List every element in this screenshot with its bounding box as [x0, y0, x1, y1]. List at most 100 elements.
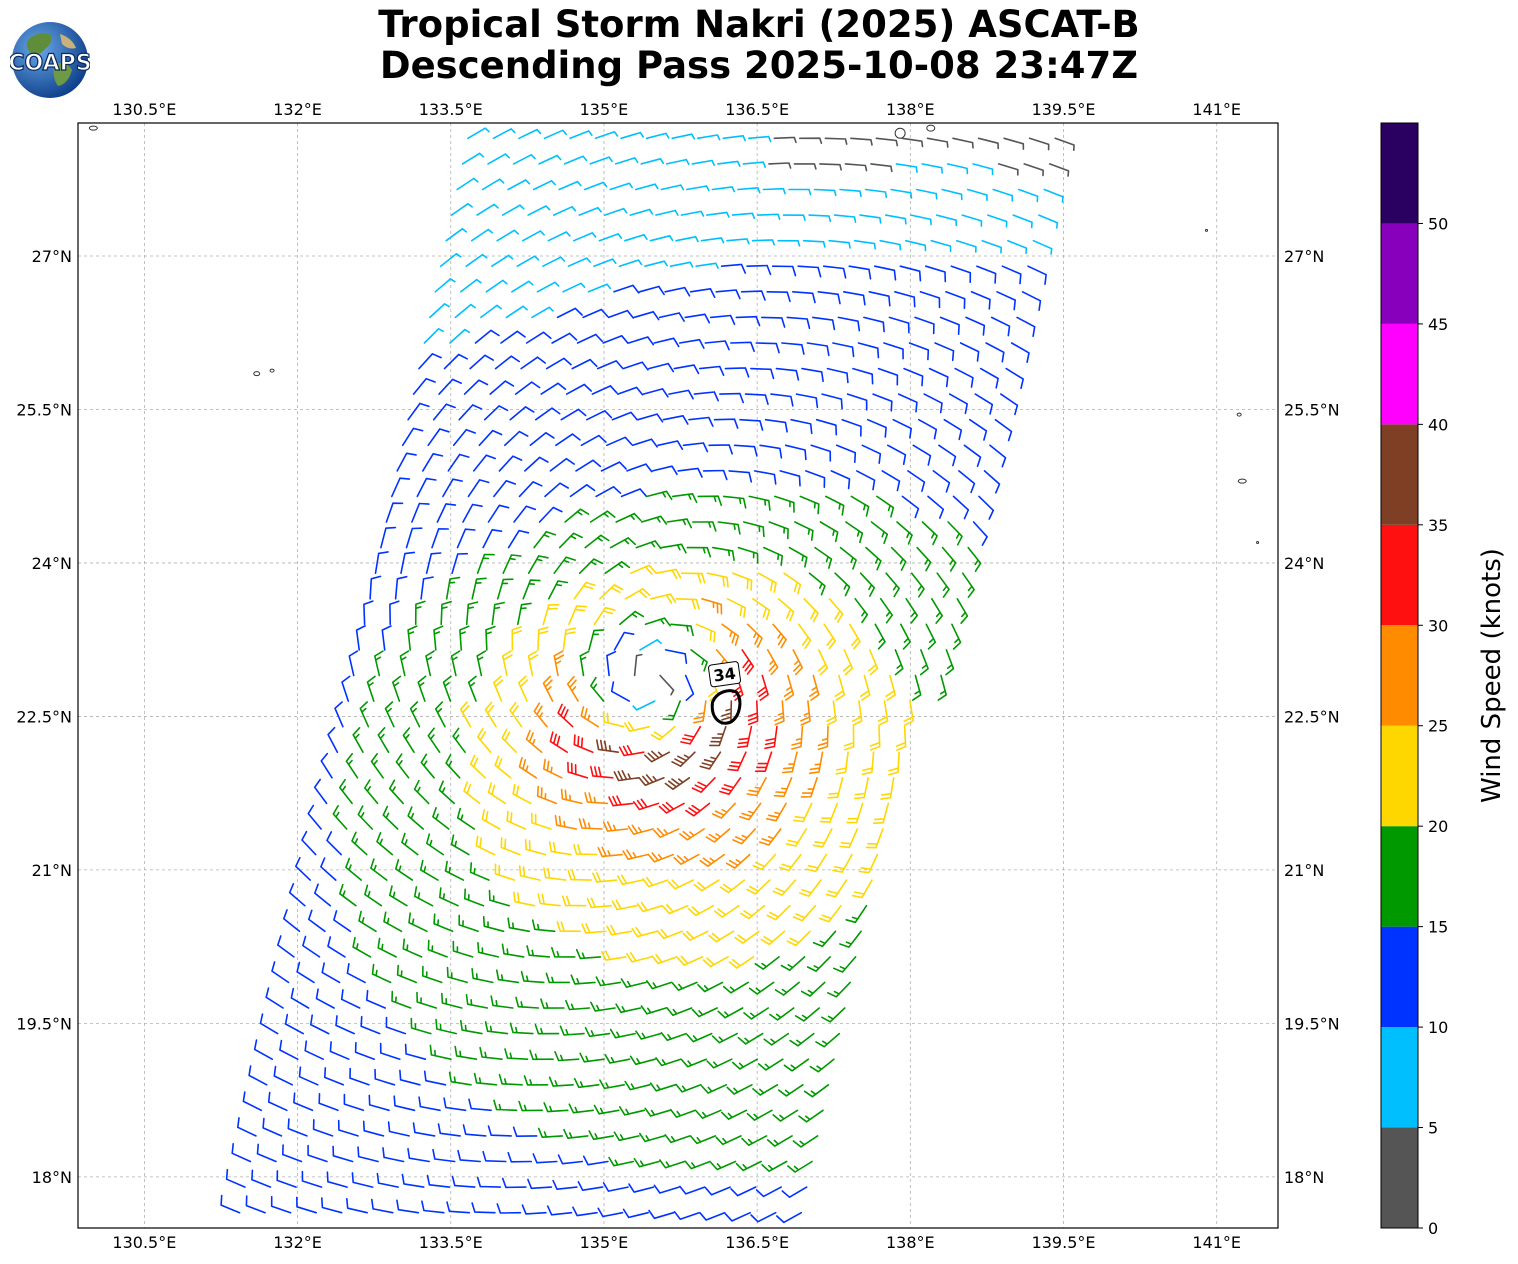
wind-barb [826, 367, 849, 384]
wind-barb [487, 1125, 512, 1137]
wind-barb [276, 1170, 297, 1188]
wind-barb [852, 367, 874, 385]
wind-barb [869, 725, 881, 751]
wind-barb [1003, 137, 1025, 150]
wind-barb [267, 1091, 288, 1112]
colorbar-frame [1380, 122, 1419, 1229]
colorbar-bin [1381, 323, 1418, 425]
wind-barb [604, 207, 628, 216]
wind-barb [737, 1032, 764, 1045]
wind-barb [329, 1041, 350, 1060]
wind-barb [618, 259, 643, 267]
wind-barb [611, 411, 638, 421]
wind-barb [789, 1032, 815, 1047]
wind-barb [351, 831, 368, 856]
wind-barb [287, 1118, 308, 1137]
wind-barb [552, 1179, 578, 1190]
colorbar-tick-label: 10 [1428, 1018, 1448, 1037]
wind-barb [382, 805, 399, 830]
wind-barb [961, 572, 975, 598]
wind-barb [927, 495, 945, 519]
wind-barb [695, 623, 716, 643]
wind-barb [624, 588, 651, 600]
wind-barb [475, 835, 496, 856]
wind-barb [806, 342, 830, 357]
colorbar-bin [1381, 926, 1418, 1028]
wind-barb [569, 484, 596, 498]
wind-barb [800, 981, 826, 997]
wind-barb [1028, 137, 1050, 151]
wind-barb [800, 777, 818, 798]
wind-barb [639, 1132, 666, 1143]
wind-barb [706, 1058, 733, 1069]
wind-barb [748, 981, 775, 995]
wind-barb [639, 639, 662, 651]
colorbar-bin [1381, 725, 1418, 827]
wind-barb [728, 956, 755, 969]
wind-barb [783, 1058, 810, 1072]
wind-barb [655, 568, 682, 580]
wind-barb [560, 788, 583, 805]
wind-barb [770, 393, 794, 407]
wind-barb [943, 418, 963, 441]
wind-barb [653, 1184, 680, 1194]
wind-barb [969, 418, 988, 441]
wind-barb [526, 945, 551, 958]
wind-barb [907, 470, 926, 492]
wind-barb [392, 675, 402, 702]
wind-barb [573, 734, 594, 753]
wind-barb [935, 214, 958, 227]
wind-barb [851, 700, 863, 726]
wind-barb [712, 546, 735, 561]
wind-barb [449, 328, 471, 344]
wind-barb [531, 812, 552, 830]
wind-barb [414, 600, 426, 626]
wind-barb [699, 1211, 726, 1221]
wind-barb [345, 752, 359, 779]
wind-barb [656, 928, 684, 940]
island-outline [88, 125, 98, 131]
lat-tick-label-right: 25.5°N [1284, 400, 1340, 419]
wind-barb [850, 137, 873, 146]
wind-barb [584, 1027, 611, 1038]
wind-barb [918, 418, 938, 440]
wind-barb [532, 180, 556, 191]
wind-barb [450, 650, 461, 677]
lat-tick-label-left: 25.5°N [16, 400, 72, 419]
wind-barb [815, 418, 838, 436]
wind-barb [515, 996, 540, 1009]
wind-barb [826, 700, 837, 726]
wind-barb [812, 316, 836, 331]
wind-barb [527, 205, 551, 216]
wind-barb [581, 923, 607, 934]
wind-barb [442, 478, 463, 498]
wind-barbs [220, 127, 1075, 1224]
wind-barb [248, 1065, 268, 1086]
wind-barb [437, 1123, 461, 1137]
wind-barb [990, 316, 1011, 337]
wind-barb [819, 521, 839, 543]
wind-barb [633, 798, 660, 811]
wind-barb [446, 966, 468, 984]
wind-barb [649, 235, 674, 242]
wind-barb [859, 572, 876, 597]
wind-barb [895, 725, 907, 751]
wind-barb [579, 1052, 605, 1063]
wind-barb [370, 858, 388, 881]
wind-barb [800, 700, 811, 726]
lat-tick-label-left: 24°N [32, 554, 72, 573]
wind-barb [606, 650, 617, 677]
wind-barb [666, 518, 693, 529]
wind-barb [813, 188, 837, 197]
wind-barb [706, 572, 729, 588]
colorbar-tick-label: 40 [1428, 415, 1448, 434]
wind-barb [474, 329, 500, 344]
wind-barb [553, 650, 565, 677]
wind-barb [432, 1148, 456, 1163]
wind-barb [834, 572, 851, 597]
wind-barb [823, 623, 836, 650]
wind-barb [462, 503, 483, 523]
wind-barb [578, 818, 603, 830]
wind-barb [877, 700, 889, 726]
lat-tick-label-right: 19.5°N [1284, 1014, 1340, 1033]
